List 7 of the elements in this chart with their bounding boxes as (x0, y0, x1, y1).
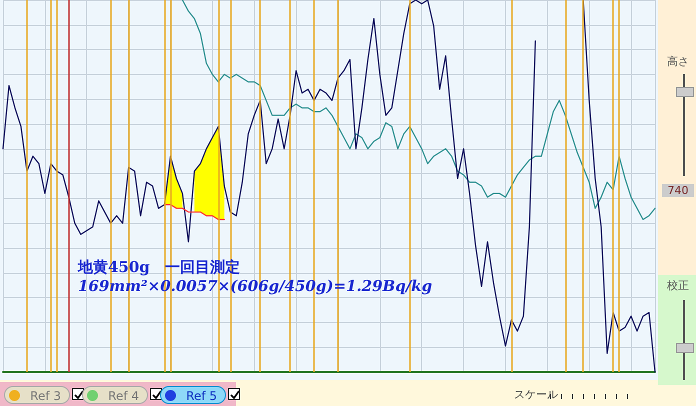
text: スケール (514, 387, 558, 402)
text: Ref 3 (4, 386, 70, 404)
text: Ref 4 (82, 386, 148, 404)
text: 740 (662, 184, 694, 197)
text: Ref 5 (160, 386, 226, 404)
text: 校正 (667, 278, 689, 293)
text: 高さ (667, 54, 689, 69)
